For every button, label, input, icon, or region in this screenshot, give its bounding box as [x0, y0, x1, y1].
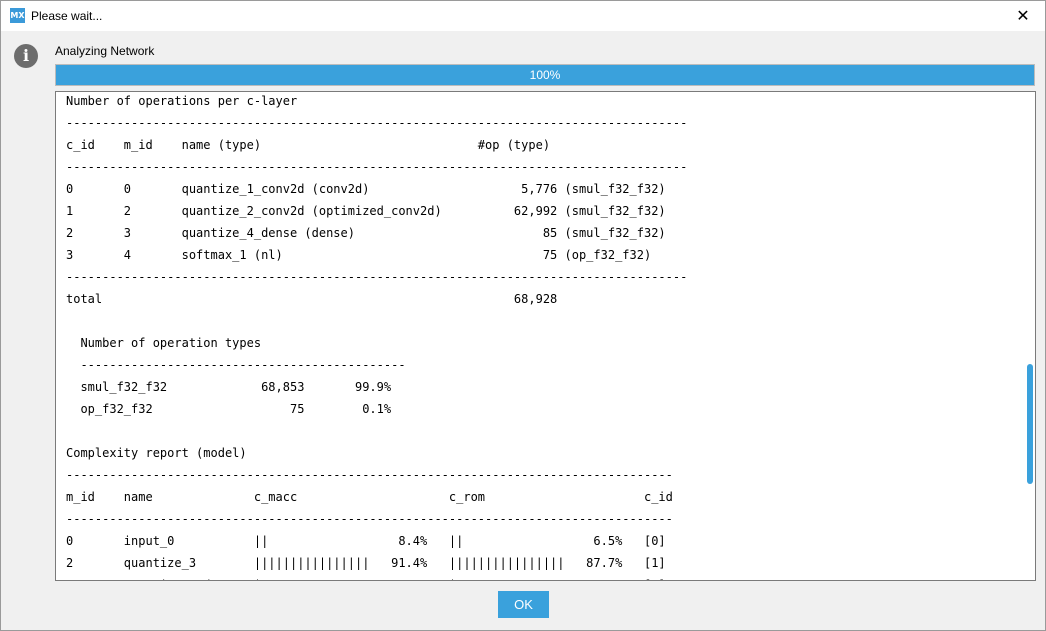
- report-content: Number of operations per c-layer --------…: [66, 92, 688, 580]
- progress-bar: 100%: [55, 64, 1035, 86]
- report-line: 1 2 quantize_2_conv2d (optimized_conv2d)…: [66, 204, 666, 218]
- report-line: ----------------------------------------…: [66, 468, 673, 482]
- report-line: ----------------------------------------…: [66, 512, 673, 526]
- report-line: smul_f32_f32 68,853 99.9%: [66, 380, 392, 394]
- progress-text: 100%: [529, 68, 561, 82]
- report-line: [66, 310, 687, 332]
- report-line: [66, 420, 687, 442]
- report-line: total 68,928: [66, 292, 558, 306]
- vertical-scrollbar[interactable]: [1025, 92, 1035, 580]
- scrollbar-thumb[interactable]: [1027, 364, 1033, 484]
- report-line: 2 3 quantize_4_dense (dense) 85 (smul_f3…: [66, 226, 666, 240]
- report-line: 3 quantize_4_dense | 0.1% | 5.8% [2]: [66, 574, 687, 580]
- report-line: Number of operation types: [66, 336, 262, 350]
- report-line: op_f32_f32 75 0.1%: [66, 402, 392, 416]
- status-label: Analyzing Network: [55, 44, 155, 58]
- report-line: Number of operations per c-layer: [66, 94, 298, 108]
- progress-fill: [56, 65, 1034, 85]
- report-line: 2 quantize_3 |||||||||||||||| 91.4% ||||…: [66, 556, 666, 570]
- report-line: ----------------------------------------…: [66, 270, 688, 284]
- title-bar: MX Please wait... ✕: [1, 1, 1045, 31]
- report-line: ----------------------------------------…: [66, 160, 688, 174]
- window-title: Please wait...: [31, 9, 103, 23]
- report-line: 0 input_0 || 8.4% || 6.5% [0]: [66, 534, 666, 548]
- app-logo-icon: MX: [10, 8, 25, 23]
- report-line: m_id name c_macc c_rom c_id: [66, 490, 673, 504]
- report-line: 0 0 quantize_1_conv2d (conv2d) 5,776 (sm…: [66, 182, 666, 196]
- report-line: Complexity report (model): [66, 446, 247, 460]
- close-button[interactable]: ✕: [1016, 6, 1030, 25]
- report-line: ----------------------------------------…: [66, 116, 688, 130]
- report-line: ----------------------------------------…: [66, 358, 406, 372]
- report-line: 3 4 softmax_1 (nl) 75 (op_f32_f32): [66, 248, 652, 262]
- info-icon: i: [14, 44, 38, 68]
- ok-button[interactable]: OK: [498, 591, 549, 618]
- report-text-area[interactable]: Number of operations per c-layer --------…: [55, 91, 1036, 581]
- report-line: c_id m_id name (type) #op (type): [66, 138, 551, 152]
